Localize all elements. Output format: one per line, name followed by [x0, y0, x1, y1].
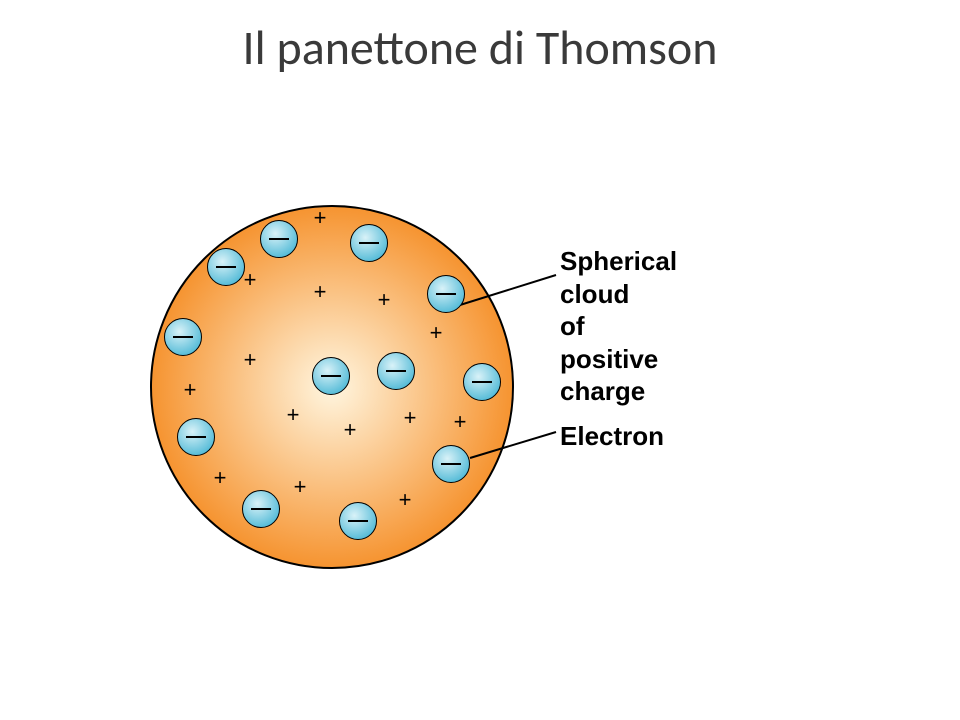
- label-electron: Electron: [560, 420, 664, 453]
- electron: [164, 318, 202, 356]
- electron: [432, 445, 470, 483]
- plus-symbol: +: [399, 489, 412, 511]
- minus-icon: [436, 293, 456, 295]
- electron: [177, 418, 215, 456]
- plus-symbol: +: [314, 281, 327, 303]
- plus-symbol: +: [454, 411, 467, 433]
- minus-icon: [472, 381, 492, 383]
- label-spherical-cloud-line2: of positive charge: [560, 311, 658, 406]
- electron: [377, 352, 415, 390]
- minus-icon: [386, 370, 406, 372]
- minus-icon: [186, 436, 206, 438]
- plus-symbol: +: [214, 467, 227, 489]
- electron: [350, 224, 388, 262]
- label-spherical-cloud: Spherical cloud of positive charge: [560, 245, 677, 408]
- plus-symbol: +: [314, 207, 327, 229]
- minus-icon: [441, 463, 461, 465]
- electron: [312, 357, 350, 395]
- electron: [260, 220, 298, 258]
- page-title: Il panettone di Thomson: [0, 18, 960, 77]
- minus-icon: [216, 266, 236, 268]
- plus-symbol: +: [287, 404, 300, 426]
- slide: Il panettone di Thomson + + + + + + + + + + + + + + S…: [0, 0, 960, 720]
- plus-symbol: +: [430, 322, 443, 344]
- plus-symbol: +: [184, 379, 197, 401]
- plus-symbol: +: [344, 419, 357, 441]
- plus-symbol: +: [378, 289, 391, 311]
- minus-icon: [173, 336, 193, 338]
- plus-symbol: +: [404, 407, 417, 429]
- label-spherical-cloud-line1: Spherical cloud: [560, 246, 677, 309]
- minus-icon: [321, 375, 341, 377]
- minus-icon: [269, 238, 289, 240]
- plus-symbol: +: [244, 269, 257, 291]
- plus-symbol: +: [294, 476, 307, 498]
- minus-icon: [251, 508, 271, 510]
- electron: [207, 248, 245, 286]
- electron: [427, 275, 465, 313]
- electron: [463, 363, 501, 401]
- minus-icon: [348, 520, 368, 522]
- electron: [339, 502, 377, 540]
- electron: [242, 490, 280, 528]
- plus-symbol: +: [244, 349, 257, 371]
- minus-icon: [359, 242, 379, 244]
